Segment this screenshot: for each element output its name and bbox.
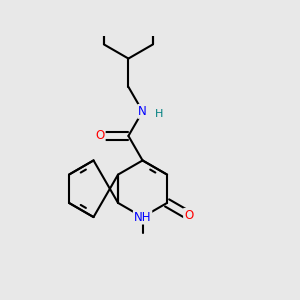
Text: O: O	[95, 129, 105, 142]
Text: N: N	[138, 105, 147, 118]
Text: O: O	[184, 209, 193, 222]
Text: NH: NH	[134, 211, 151, 224]
Text: H: H	[155, 109, 164, 119]
